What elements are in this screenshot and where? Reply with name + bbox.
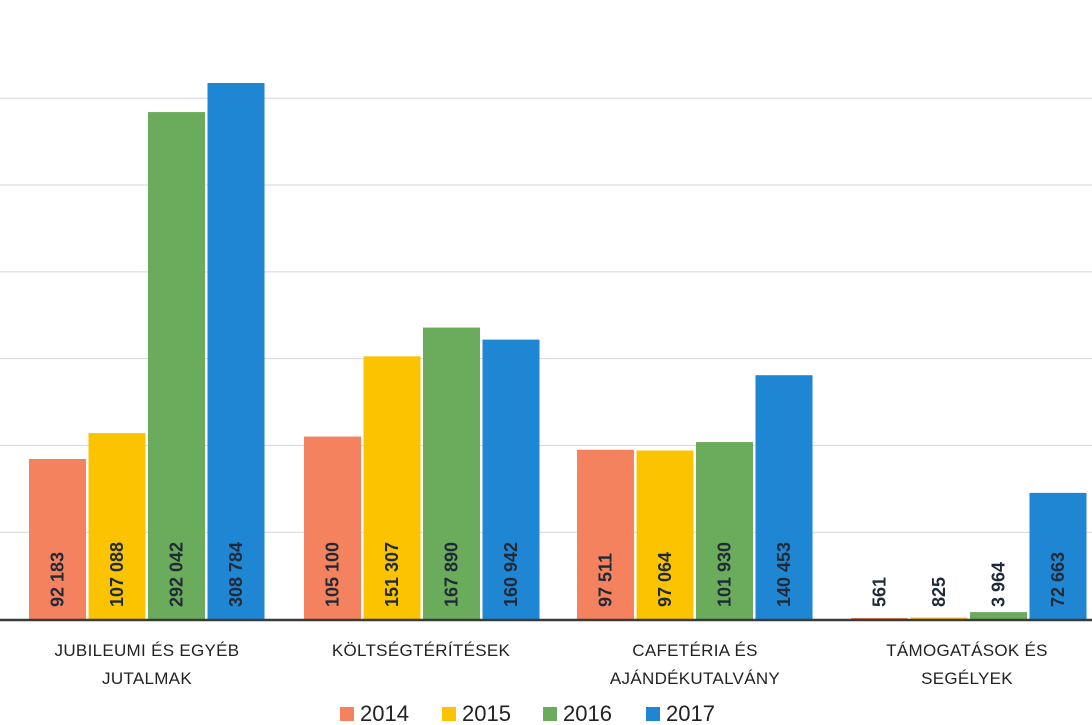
value-label-2014-1: 105 100 — [323, 542, 343, 607]
bar-2017-0 — [207, 83, 265, 619]
bar-2014-2 — [577, 449, 634, 619]
bar-2017-1 — [482, 339, 540, 619]
legend: 2014 2015 2016 2017 — [340, 701, 715, 725]
category-label-2: AJÁNDÉKUTALVÁNY — [610, 669, 780, 688]
bar-2016-3 — [970, 612, 1027, 619]
value-labels: 92 183 105 100 97 511 561 107 088 151 307 97 0… — [48, 542, 1069, 607]
legend-label-2014: 2014 — [360, 701, 409, 725]
category-label-0: JUBILEUMI ÉS EGYÉB — [55, 641, 240, 660]
category-label-3: TÁMOGATÁSOK ÉS — [886, 641, 1048, 660]
value-label-2016-1: 167 890 — [442, 542, 462, 607]
bar-2015-1 — [363, 356, 421, 619]
legend-swatch-2015 — [442, 707, 456, 721]
bar-2016-1 — [423, 327, 480, 619]
legend-label-2015: 2015 — [462, 701, 511, 725]
bar-2017-2 — [755, 375, 813, 619]
legend-swatch-2014 — [340, 707, 354, 721]
bar-2015-2 — [636, 450, 694, 619]
value-label-2017-0: 308 784 — [226, 542, 246, 607]
category-label-3: SEGÉLYEK — [921, 669, 1013, 688]
value-label-2017-3: 72 663 — [1048, 552, 1068, 607]
value-label-2014-0: 92 183 — [48, 552, 68, 607]
bar-2016-2 — [696, 442, 753, 619]
value-label-2015-1: 151 307 — [382, 542, 402, 607]
legend-label-2016: 2016 — [563, 701, 612, 725]
category-label-2: CAFETÉRIA ÉS — [632, 641, 757, 660]
value-label-2017-1: 160 942 — [501, 542, 521, 607]
legend-swatch-2016 — [543, 707, 557, 721]
value-label-2015-2: 97 064 — [655, 552, 675, 607]
value-label-2014-2: 97 511 — [596, 553, 616, 607]
category-label-1: KÖLTSÉGTÉRÍTÉSEK — [332, 641, 511, 660]
value-label-2014-3: 561 — [870, 577, 890, 607]
bar-2014-1 — [304, 436, 361, 619]
bar-2017-3 — [1029, 492, 1087, 619]
bar-2014-3 — [851, 618, 908, 619]
value-label-2015-3: 825 — [929, 577, 949, 607]
value-label-2017-2: 140 453 — [774, 542, 794, 607]
value-label-2016-0: 292 042 — [167, 542, 187, 607]
bars — [29, 83, 1087, 619]
bar-2015-3 — [910, 617, 968, 619]
category-labels: JUBILEUMI ÉS EGYÉB JUTALMAK KÖLTSÉGTÉRÍTÉS… — [55, 641, 1048, 688]
legend-label-2017: 2017 — [666, 701, 715, 725]
category-label-0: JUTALMAK — [102, 669, 192, 688]
value-label-2016-2: 101 930 — [715, 542, 735, 607]
bar-2016-0 — [148, 112, 205, 619]
bar-2014-0 — [29, 458, 86, 619]
bar-2015-0 — [88, 433, 146, 619]
legend-swatch-2017 — [646, 707, 660, 721]
value-label-2015-0: 107 088 — [107, 542, 127, 607]
value-label-2016-3: 3 964 — [989, 562, 1009, 607]
